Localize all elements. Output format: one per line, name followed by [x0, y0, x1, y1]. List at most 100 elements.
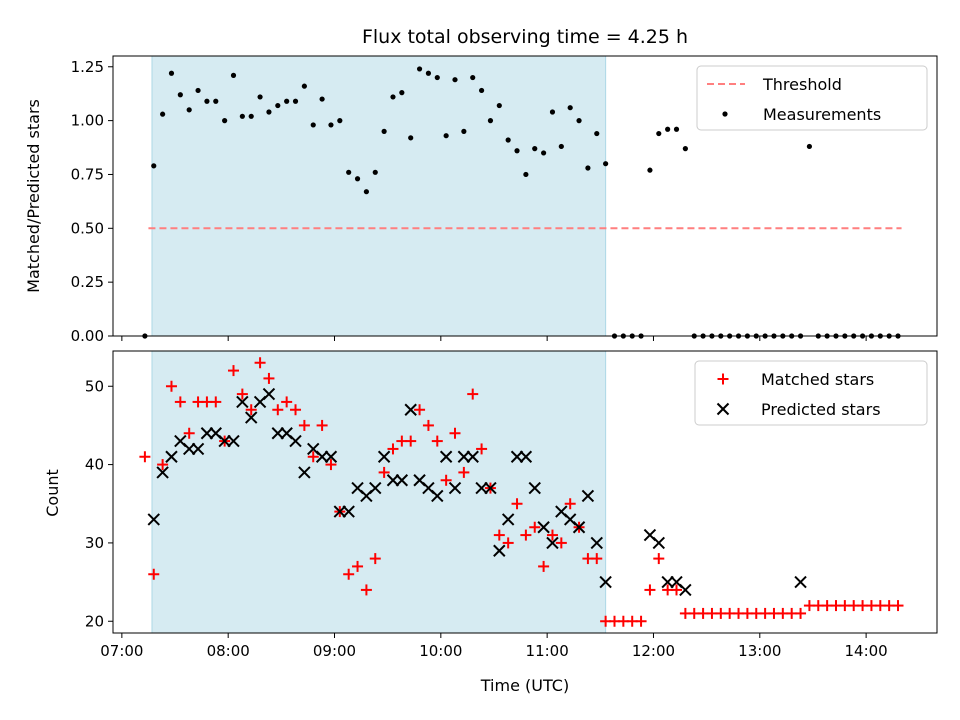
data-point [151, 163, 157, 169]
data-point [599, 575, 612, 589]
data-point [564, 498, 576, 510]
data-point [148, 568, 160, 580]
data-point [452, 77, 458, 83]
data-point [671, 584, 683, 596]
data-point [501, 513, 515, 526]
data-point [493, 529, 505, 541]
data-point [794, 575, 807, 589]
data-point [342, 505, 355, 518]
data-point [449, 427, 461, 439]
data-point [505, 137, 511, 143]
data-point [395, 474, 409, 487]
data-point [576, 118, 582, 124]
data-point [139, 451, 151, 463]
data-point [165, 450, 178, 463]
legend-swatch [722, 111, 728, 117]
x-tick-label: 11:00 [526, 642, 569, 660]
data-point [378, 466, 390, 478]
x-tick-label: 10:00 [419, 642, 462, 660]
data-point [387, 443, 399, 455]
data-point [254, 357, 266, 369]
data-point [372, 169, 378, 175]
y-tick-label: 0.75 [71, 165, 104, 183]
data-point [230, 72, 237, 78]
data-point [236, 388, 248, 400]
legend: Matched stars Predicted stars [694, 360, 928, 426]
data-point [316, 419, 328, 431]
y-tick-label: 30 [85, 534, 104, 552]
y-tick-label: 0.50 [71, 219, 104, 237]
data-point [519, 450, 533, 463]
data-point [275, 102, 281, 109]
data-point [390, 94, 396, 100]
data-point [222, 118, 228, 124]
data-point [603, 161, 609, 167]
data-point [440, 474, 452, 486]
legend-box [694, 360, 928, 426]
data-point [549, 109, 556, 115]
data-point [272, 404, 284, 416]
data-point [537, 521, 550, 534]
data-point [266, 109, 272, 115]
data-point [177, 92, 183, 98]
y-tick-label: 0.00 [71, 327, 104, 345]
data-point [529, 521, 541, 533]
data-point [191, 442, 205, 456]
data-point [325, 459, 337, 471]
data-point [448, 481, 462, 495]
y-tick-label: 1.00 [71, 112, 104, 130]
data-point [665, 126, 671, 132]
data-point [281, 396, 293, 408]
data-point [363, 189, 370, 195]
data-point [679, 583, 692, 597]
data-point [248, 113, 254, 119]
x-tick-label: 14:00 [845, 642, 888, 660]
data-point [653, 553, 665, 565]
data-point [292, 98, 299, 104]
data-point [333, 505, 347, 518]
data-point [360, 584, 372, 596]
data-point [591, 553, 603, 565]
data-point [213, 98, 219, 104]
data-point [227, 434, 240, 448]
data-point [431, 489, 444, 503]
data-point [157, 459, 169, 471]
data-point [298, 419, 310, 431]
data-point [405, 435, 417, 447]
data-point [682, 146, 688, 152]
data-point [581, 489, 595, 503]
data-point [806, 143, 813, 150]
data-point [414, 404, 426, 416]
legend: Threshold Measurements [696, 65, 928, 131]
data-point [510, 450, 524, 463]
data-point [532, 146, 538, 152]
data-point [431, 435, 443, 447]
top-y-axis-label: Matched/Predicted stars [24, 99, 43, 293]
data-point [257, 94, 263, 100]
data-point [324, 450, 338, 463]
data-point [487, 118, 494, 124]
data-point [661, 575, 674, 589]
data-point [594, 130, 600, 137]
data-point [165, 380, 177, 392]
data-point [186, 107, 192, 113]
data-point [147, 513, 160, 526]
x-tick-label: 12:00 [632, 642, 675, 660]
y-tick-label: 0.25 [71, 273, 104, 291]
legend-box [696, 65, 928, 131]
data-point [245, 411, 258, 424]
legend-label: Threshold [762, 75, 842, 94]
data-point [408, 135, 414, 141]
data-point [354, 176, 361, 182]
data-point [585, 165, 591, 171]
data-point [558, 143, 564, 150]
data-point [478, 87, 485, 94]
data-point [439, 450, 453, 463]
data-point [310, 122, 316, 128]
data-point [319, 96, 325, 102]
data-point [352, 560, 364, 572]
data-point [461, 128, 467, 134]
data-point [289, 434, 302, 448]
y-tick-label: 40 [85, 456, 104, 474]
data-point [422, 419, 434, 431]
